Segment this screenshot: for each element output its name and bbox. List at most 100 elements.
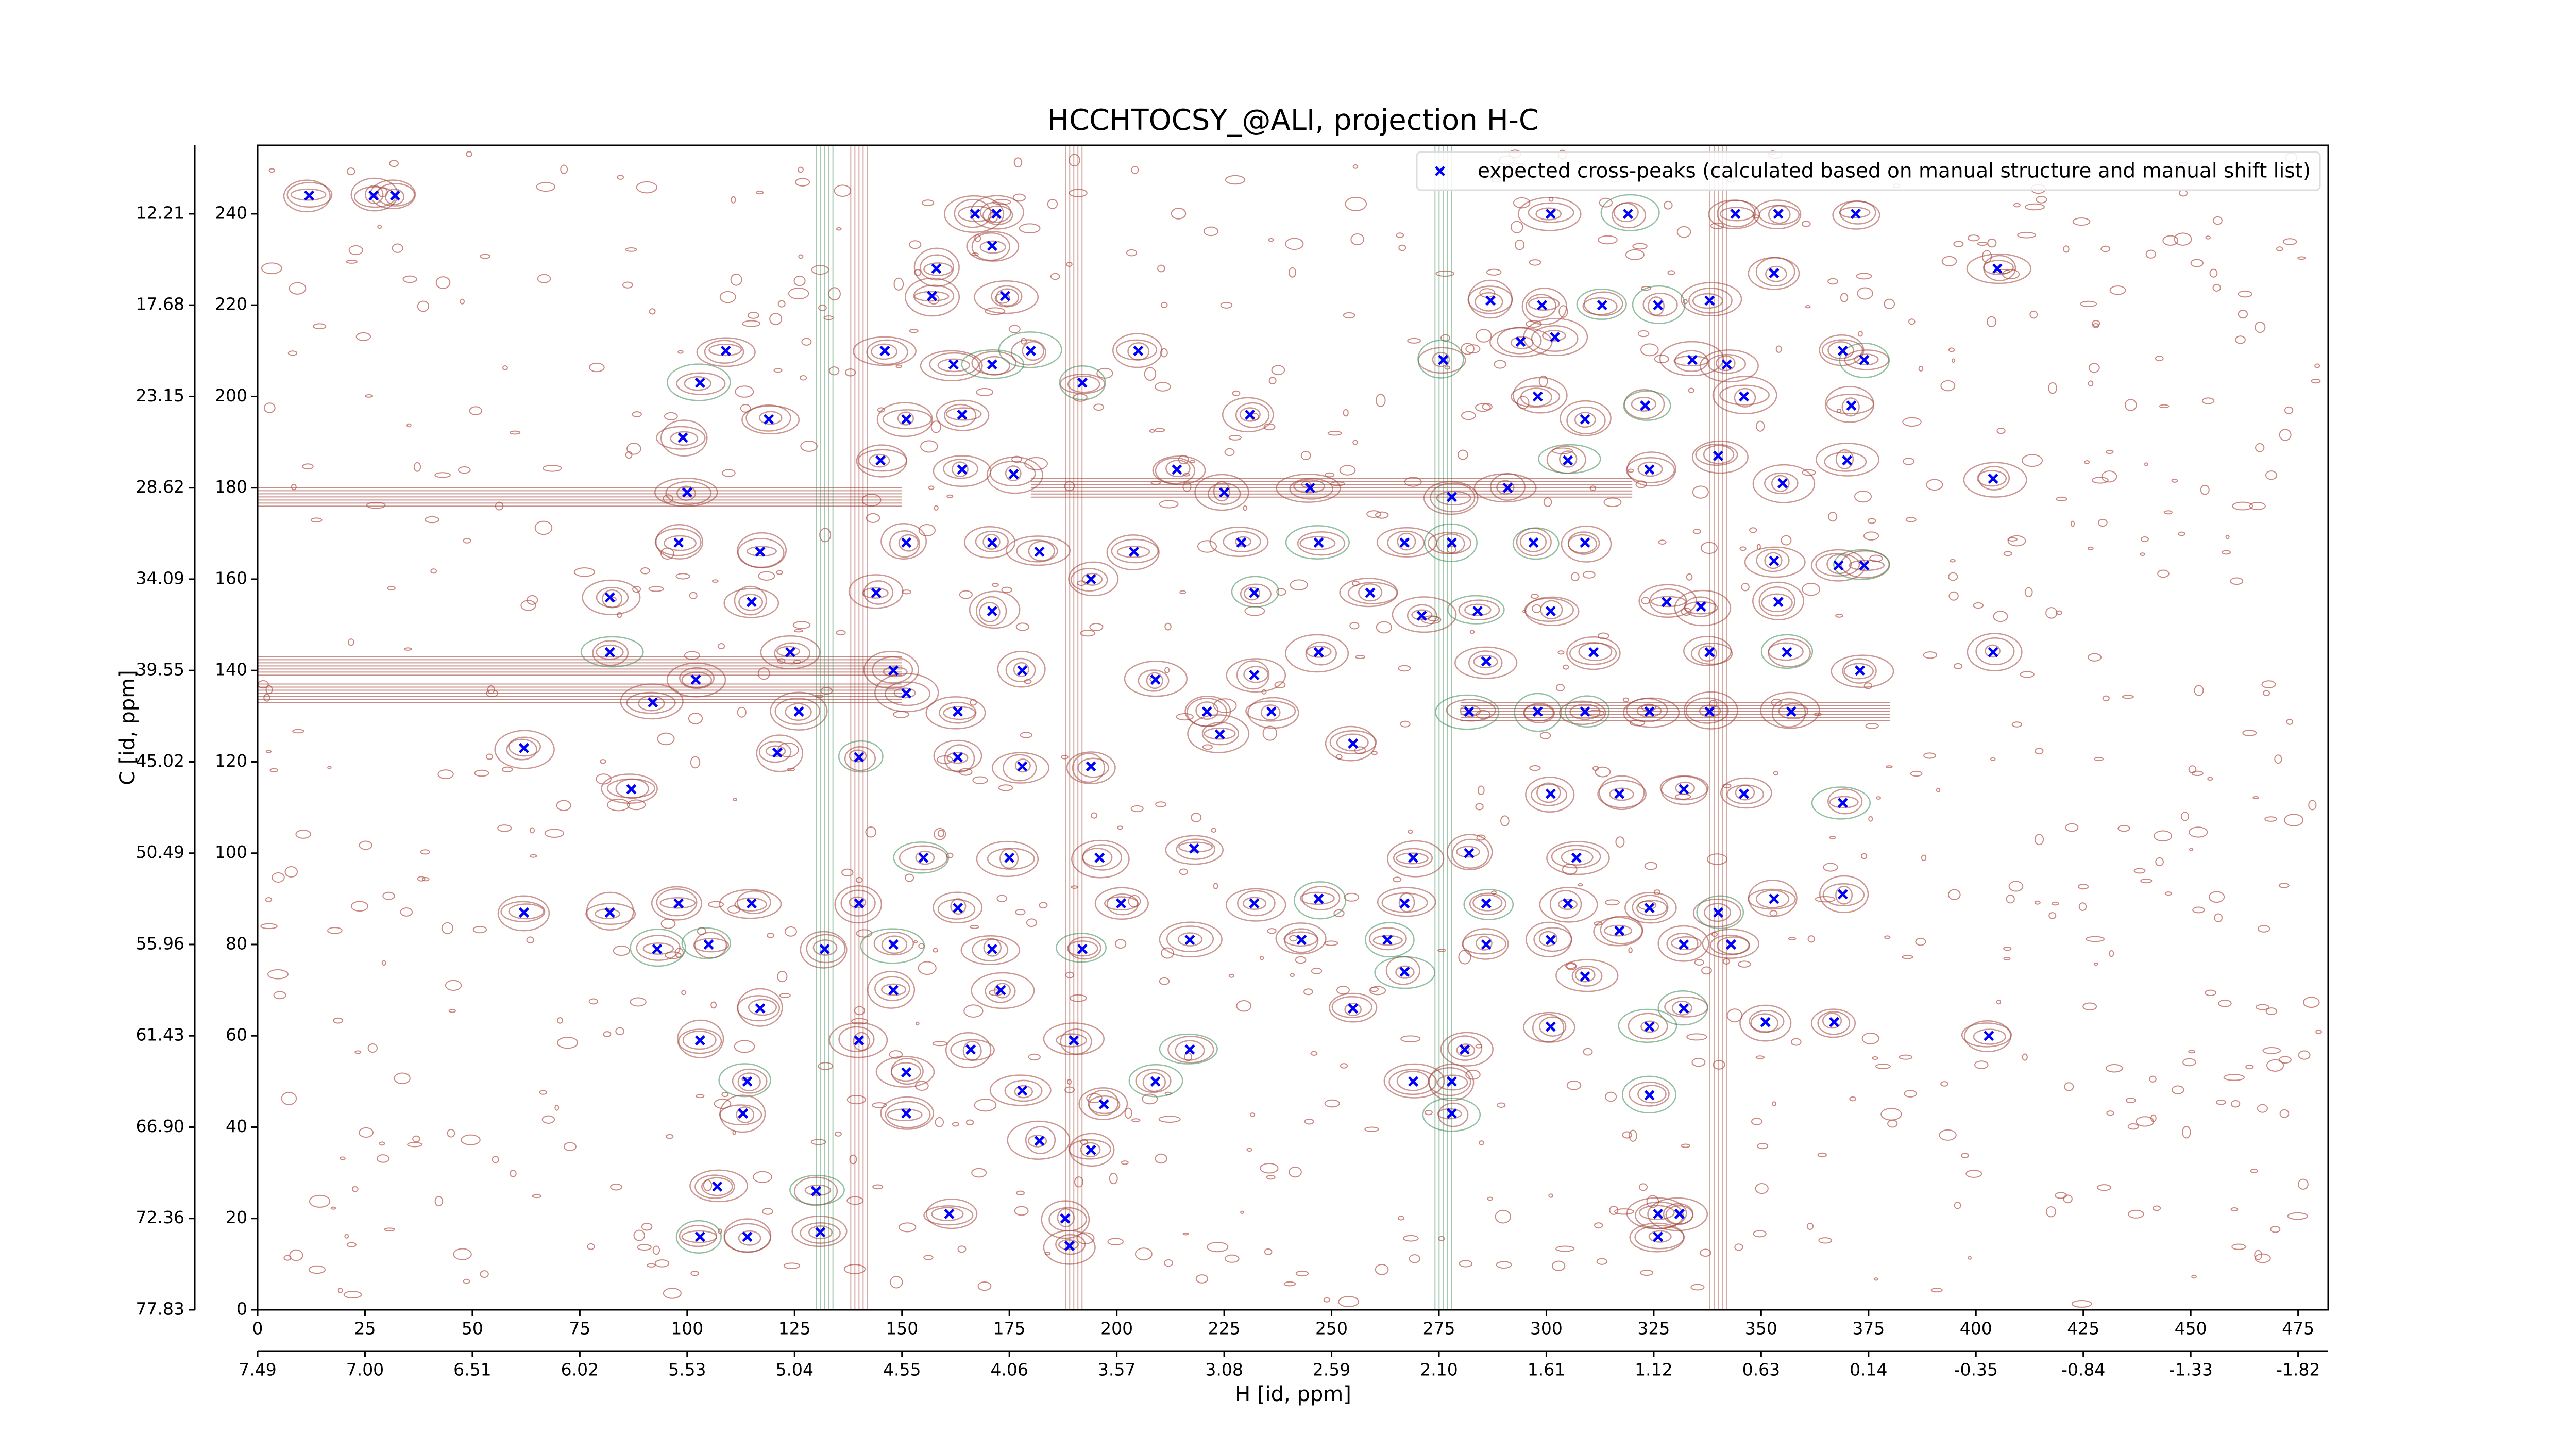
point <box>970 208 980 219</box>
noise-contour <box>2091 477 2109 484</box>
peak-contour <box>1430 482 1476 513</box>
noise-contour <box>310 517 323 523</box>
noise-contour <box>2157 569 2170 578</box>
noise-contour <box>1271 365 1285 376</box>
noise-contour <box>2205 989 2216 997</box>
noise-contour <box>957 1245 967 1253</box>
peak-contour <box>885 681 930 706</box>
noise-contour <box>640 567 650 575</box>
peak-contour <box>929 352 979 377</box>
point <box>1296 935 1307 946</box>
peak-contour <box>1428 1064 1475 1101</box>
point <box>815 1227 826 1238</box>
peak-contour <box>1559 700 1606 726</box>
noise-contour <box>2279 429 2292 441</box>
noise-contour <box>617 612 622 618</box>
noise-contour <box>2011 721 2023 728</box>
peak-contour <box>1458 599 1500 621</box>
noise-contour <box>1311 967 1323 974</box>
peak-contour <box>1538 931 1558 947</box>
peak-contour <box>654 528 702 556</box>
point <box>953 706 963 717</box>
noise-contour <box>603 1031 612 1037</box>
noise-contour <box>344 1234 349 1239</box>
peak-contour <box>1637 1085 1667 1104</box>
noise-contour <box>1290 973 1295 977</box>
peak-contour <box>1593 917 1643 947</box>
peak-contour <box>1387 530 1425 555</box>
peak-contour <box>1709 934 1750 956</box>
noise-contour <box>557 1017 563 1024</box>
point <box>1313 647 1324 657</box>
peak-contour <box>970 195 1024 230</box>
noise-contour <box>1333 909 1345 917</box>
peak-contour <box>844 746 876 771</box>
peak-contour <box>1393 848 1433 868</box>
noise-contour <box>2034 834 2044 846</box>
noise-contour <box>2180 812 2190 821</box>
peak-contour <box>1395 965 1415 979</box>
peak-contour <box>874 976 910 1001</box>
x-tick-label: 400 <box>1960 1319 1992 1339</box>
peak-contour <box>808 1225 833 1240</box>
point <box>1597 300 1607 311</box>
peak-contour <box>670 431 699 446</box>
peak-contour <box>1242 897 1267 910</box>
peak-contour <box>1849 560 1885 571</box>
noise-contour <box>1940 380 1956 392</box>
noise-contour <box>1340 1063 1348 1069</box>
peak-contour <box>1636 900 1668 917</box>
noise-contour <box>539 1090 547 1095</box>
peak-contour <box>1538 444 1601 474</box>
peak-contour <box>1684 596 1717 618</box>
peak-contour <box>508 903 545 920</box>
noise-contour <box>844 368 856 377</box>
noise-contour <box>273 991 286 1000</box>
peak-contour <box>1146 672 1163 689</box>
noise-contour <box>469 406 482 416</box>
noise-contour <box>1741 583 1750 592</box>
peak-contour <box>1381 892 1428 913</box>
noise-contour <box>457 466 471 474</box>
peak-contour <box>849 749 867 763</box>
peak-contour <box>1476 936 1493 951</box>
peak-contour <box>665 481 712 505</box>
peak-contour <box>1284 928 1319 953</box>
peak-contour <box>1082 844 1122 871</box>
point <box>1773 597 1784 608</box>
peak-contour <box>806 934 846 964</box>
noise-contour <box>1213 883 1218 889</box>
point <box>1266 706 1277 717</box>
point <box>1365 587 1376 598</box>
noise-contour <box>2189 826 2208 838</box>
noise-contour <box>654 1259 670 1268</box>
noise-contour <box>309 1194 331 1208</box>
noise-contour <box>346 260 358 264</box>
point <box>1460 1044 1470 1055</box>
noise-contour <box>1965 1170 1982 1178</box>
y2-tick-label: 61.43 <box>136 1025 184 1045</box>
noise-contour <box>801 338 812 346</box>
noise-contour <box>2182 1058 2196 1067</box>
noise-contour <box>2245 1064 2254 1070</box>
point <box>1077 377 1088 388</box>
noise-contour <box>392 243 403 253</box>
noise-contour <box>1936 787 1941 792</box>
peak-contour <box>1626 451 1676 487</box>
point <box>1094 852 1105 863</box>
point <box>1679 939 1689 950</box>
noise-contour <box>1628 468 1634 473</box>
point <box>888 939 899 950</box>
noise-contour <box>1876 796 1881 800</box>
peak-contour <box>852 336 917 366</box>
noise-contour <box>613 946 630 956</box>
noise-contour <box>1124 1107 1132 1119</box>
noise-contour <box>1325 472 1335 478</box>
peak-contour <box>1966 253 2032 284</box>
noise-contour <box>1973 602 1984 609</box>
point <box>991 208 1002 219</box>
noise-contour <box>2162 235 2179 246</box>
noise-contour <box>2022 454 2043 467</box>
peak-contour <box>1671 936 1702 950</box>
noise-contour <box>1688 387 1694 393</box>
